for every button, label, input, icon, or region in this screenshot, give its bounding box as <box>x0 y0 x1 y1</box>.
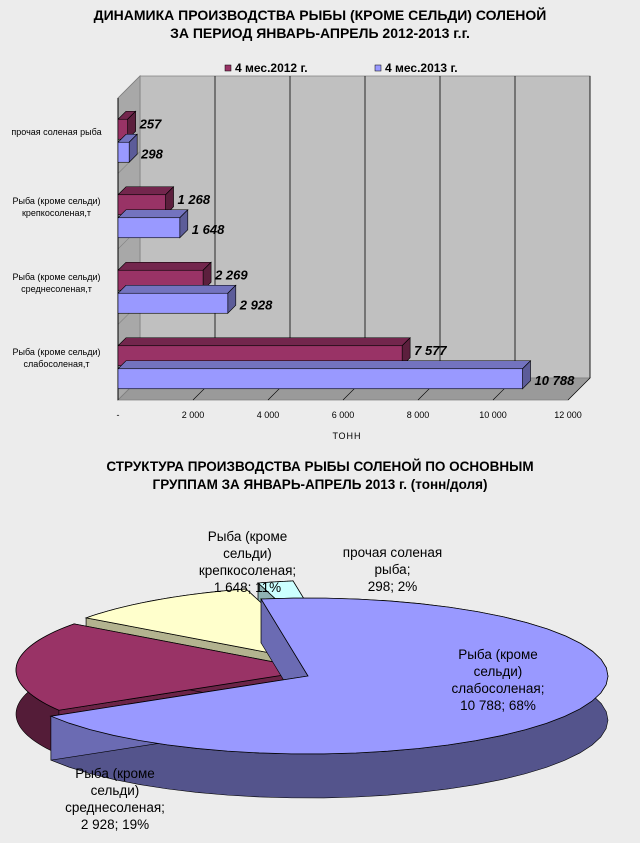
pie-slice-label-line: 1 648; 11% <box>213 580 282 595</box>
category-label-line: прочая соленая рыба <box>11 126 102 137</box>
bar-chart: 4 мес.2012 г. 4 мес.2013 г. - 2 000 4 000 6 0… <box>117 61 591 441</box>
pie-slice-label-line: 2 928; 19% <box>80 817 150 832</box>
bar-top-face <box>117 186 175 196</box>
pie-slice-label: Рыба (кроме сельди) среднесоленая; 2 928; 1… <box>40 765 190 833</box>
category-label: прочая соленая рыба <box>0 126 113 138</box>
category-label-line: Рыба (кроме сельди) <box>12 271 101 282</box>
x-tick-label: 12 000 <box>554 410 582 420</box>
pie-slice-label-line: Рыба (кроме <box>458 647 538 662</box>
pie-slice <box>49 597 609 755</box>
pie-slice-label: Рыба (кроме сельди) крепкосоленая; 1 648; 1… <box>170 528 325 596</box>
bar <box>117 141 130 163</box>
pie-slice-label-line: рыба; <box>374 562 411 577</box>
data-label: 2 269 <box>214 267 248 282</box>
legend-label-2: 4 мес.2013 г. <box>385 61 458 75</box>
category-label: Рыба (кроме сельди) среднесоленая,т <box>0 271 113 295</box>
pie-slice-label-line: Рыба (кроме <box>207 529 288 544</box>
category-label: Рыба (кроме сельди) крепкосоленая,т <box>0 195 113 219</box>
category-label-line: слабосоленая,т <box>23 359 90 370</box>
pie-slice-label-line: сельди) <box>473 664 523 679</box>
x-tick-label: 6 000 <box>332 410 355 420</box>
pie-slice-label-line: сельди) <box>90 783 140 798</box>
pie-slice-label-line: прочая соленая <box>342 545 443 560</box>
pie-slice <box>15 623 317 711</box>
pie-slice-label: Рыба (кроме сельди) слабосоленая; 10 788; 6… <box>418 646 578 714</box>
pie-slice-label-line: 298; 2% <box>367 579 418 594</box>
x-tick-label: - <box>117 410 120 420</box>
category-separator <box>117 75 141 99</box>
pie-chart-title-line-2: ГРУППАМ ЗА ЯНВАРЬ-АПРЕЛЬ 2013 г. (тонн/д… <box>152 477 488 492</box>
category-label-line: среднесоленая,т <box>21 283 92 294</box>
data-label: 10 788 <box>535 373 576 388</box>
pie-slice-label-line: 10 788; 68% <box>460 698 536 713</box>
x-tick-label: 4 000 <box>257 410 280 420</box>
data-label: 298 <box>140 146 163 161</box>
x-tick-label: 10 000 <box>479 410 507 420</box>
bar-chart-title-line-2: ЗА ПЕРИОД ЯНВАРЬ-АПРЕЛЬ 2012-2013 г.г. <box>170 25 470 41</box>
category-label-line: крепкосоленая,т <box>21 208 91 219</box>
pie-slice-label-line: крепкосоленая; <box>198 563 297 578</box>
bar-chart-title: ДИНАМИКА ПРОИЗВОДСТВА РЫБЫ (КРОМЕ СЕЛЬДИ… <box>0 6 640 42</box>
bar-top-face <box>117 209 189 219</box>
legend-label-1: 4 мес.2012 г. <box>235 61 308 75</box>
pie-slice-group <box>49 597 609 799</box>
pie-chart-title-line-1: СТРУКТУРА ПРОИЗВОДСТВА РЫБЫ СОЛЕНОЙ ПО О… <box>106 459 534 474</box>
bar <box>117 217 181 239</box>
data-label: 1 268 <box>178 192 211 207</box>
pie-slice-label-line: слабосоленая; <box>451 681 545 696</box>
bar <box>117 368 523 390</box>
pie-chart <box>15 579 609 799</box>
category-label-line: Рыба (кроме сельди) <box>12 347 101 358</box>
bar-top-face <box>117 360 532 370</box>
legend-swatch-1 <box>224 64 232 72</box>
bar-top-face <box>117 284 237 294</box>
bar-chart-legend: 4 мес.2012 г. 4 мес.2013 г. <box>224 61 458 75</box>
pie-slice-label-line: Рыба (кроме <box>75 766 155 781</box>
data-label: 7 577 <box>414 343 447 358</box>
pie-chart-title: СТРУКТУРА ПРОИЗВОДСТВА РЫБЫ СОЛЕНОЙ ПО О… <box>0 458 640 494</box>
x-axis-label: ТОНН <box>332 431 361 441</box>
bar <box>117 292 229 314</box>
x-tick-label: 8 000 <box>407 410 430 420</box>
pie-slice-label-line: сельди) <box>223 546 272 561</box>
category-label-line: Рыба (кроме сельди) <box>12 196 101 207</box>
data-label: 1 648 <box>192 222 225 237</box>
legend-swatch-2 <box>374 64 382 72</box>
bar-chart-title-line-1: ДИНАМИКА ПРОИЗВОДСТВА РЫБЫ (КРОМЕ СЕЛЬДИ… <box>93 7 547 23</box>
data-label: 2 928 <box>239 297 273 312</box>
pie-slice-label-line: среднесоленая; <box>65 800 165 815</box>
gridline-floor <box>567 377 591 401</box>
bar-top-face <box>117 261 212 271</box>
x-tick-label: 2 000 <box>182 410 205 420</box>
category-label: Рыба (кроме сельди) слабосоленая,т <box>0 346 113 370</box>
bar-top-face <box>117 337 411 347</box>
pie-slice-label: прочая соленая рыба; 298; 2% <box>325 544 460 595</box>
data-label: 257 <box>139 116 162 131</box>
